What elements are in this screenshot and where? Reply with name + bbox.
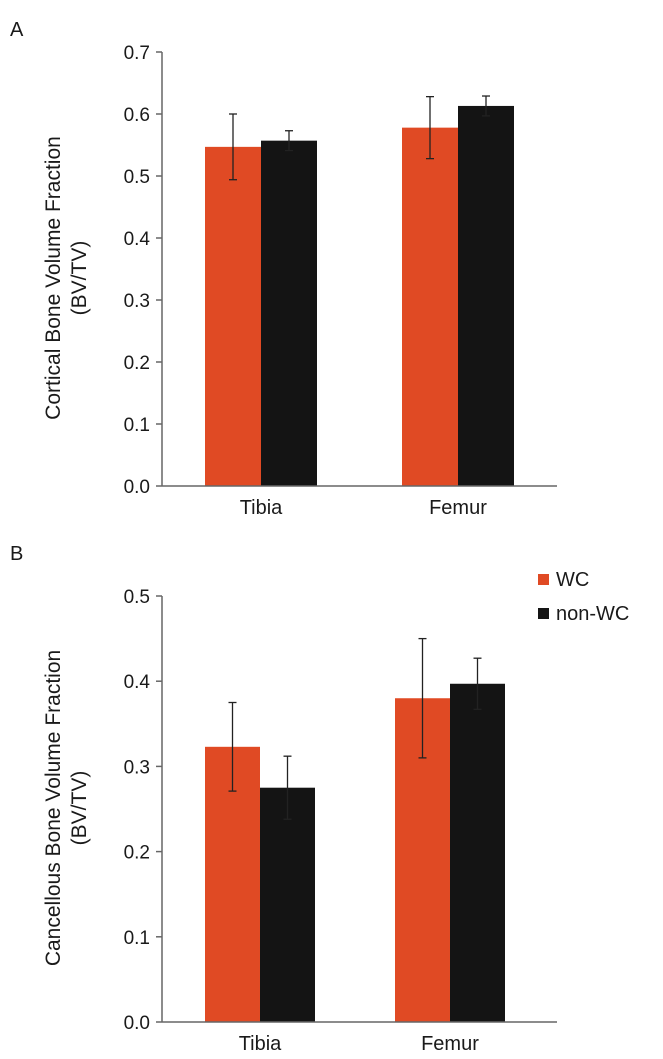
x-tick-label-b-femur: Femur [421,1033,479,1055]
bars-b [205,637,505,1022]
bar-a-non-wc-femur [458,105,514,486]
y-tick-label-b-4: 0.4 [124,672,151,693]
error-bar-a-non-wc-tibia [285,130,293,152]
legend-swatch-wc [538,574,549,585]
error-bar-b-wc-femur [418,637,427,759]
bar-a-wc-tibia [205,146,261,487]
bar-b-non-wc-femur [450,683,505,1022]
y-tick-label-b-5: 0.5 [124,587,150,608]
legend-swatch-non-wc [538,608,549,619]
y-ticks-a: 0.0 0.1 0.2 0.3 0.4 0.5 0.6 0.7 [124,43,162,498]
legend-label-wc: WC [556,569,589,591]
panel-b: B Cancellous Bone Volume Fraction (BV/TV… [10,543,557,1055]
legend: WC non-WC [538,569,629,625]
bar-a-non-wc-tibia [261,140,317,486]
error-bar-a-non-wc-femur [482,95,490,117]
y-tick-label-a-7: 0.7 [124,43,150,64]
panel-a: A Cortical Bone Volume Fraction (BV/TV) … [10,19,557,519]
bar-b-non-wc-tibia [260,787,315,1022]
y-tick-label-a-1: 0.1 [124,415,150,436]
panel-letter-b: B [10,543,23,565]
error-bar-a-wc-tibia [229,113,237,181]
x-tick-label-a-tibia: Tibia [240,497,283,519]
y-tick-label-b-1: 0.1 [124,928,150,949]
y-tick-label-a-0: 0.0 [124,477,150,498]
y-tick-label-a-5: 0.5 [124,167,150,188]
bar-a-wc-femur [402,127,458,486]
error-bar-b-non-wc-tibia [283,755,292,820]
x-tick-label-b-tibia: Tibia [239,1033,282,1055]
y-axis-label-b-line1: Cancellous Bone Volume Fraction [42,650,65,966]
y-tick-label-b-3: 0.3 [124,757,150,778]
x-tick-labels-a: Tibia Femur [240,497,488,519]
y-axis-label-a-line1: Cortical Bone Volume Fraction [42,136,65,420]
y-tick-label-a-6: 0.6 [124,105,150,126]
error-bar-a-wc-femur [426,95,434,160]
y-tick-label-a-3: 0.3 [124,291,150,312]
panel-letter-a: A [10,19,24,41]
error-bar-b-non-wc-femur [473,657,482,710]
y-axis-label-a-line2: (BV/TV) [68,241,91,316]
y-axis-label-b-line2: (BV/TV) [68,771,91,846]
legend-label-non-wc: non-WC [556,603,629,625]
y-tick-label-a-2: 0.2 [124,353,150,374]
y-ticks-b: 0.0 0.1 0.2 0.3 0.4 0.5 [124,587,162,1034]
x-tick-labels-b: Tibia Femur [239,1033,480,1055]
bars-a [205,95,514,487]
y-tick-label-b-0: 0.0 [124,1013,150,1034]
y-tick-label-b-2: 0.2 [124,843,150,864]
bar-b-wc-tibia [205,746,260,1022]
error-bar-b-wc-tibia [228,701,237,792]
x-tick-label-a-femur: Femur [429,497,487,519]
y-tick-label-a-4: 0.4 [124,229,151,250]
